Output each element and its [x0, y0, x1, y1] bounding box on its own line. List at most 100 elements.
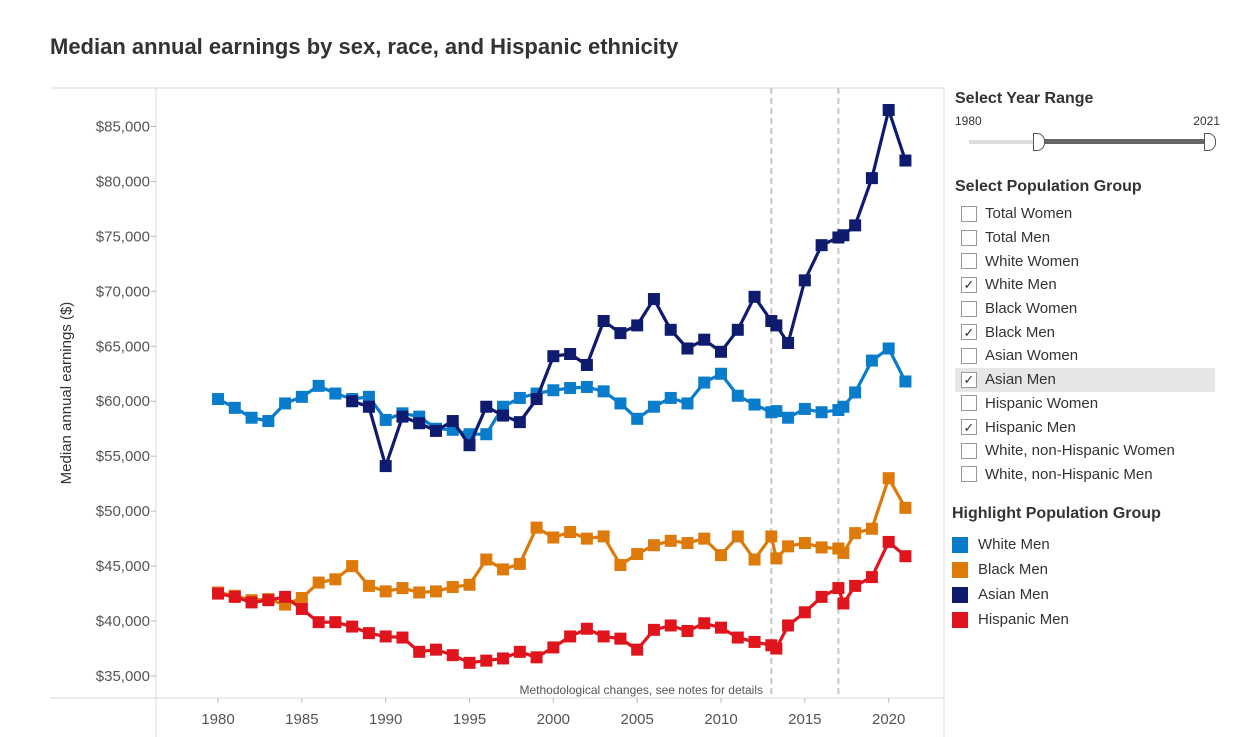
y-tick-label: $50,000 [96, 503, 150, 520]
highlight-option[interactable]: Black Men [952, 557, 1212, 582]
data-point [379, 460, 392, 473]
data-point [748, 635, 761, 648]
check-icon: ✓ [963, 419, 975, 435]
population-option-label: White Women [985, 252, 1079, 270]
checkbox[interactable]: ✓ [961, 419, 977, 436]
checkbox[interactable] [961, 229, 977, 246]
population-option-label: Asian Men [985, 371, 1056, 389]
highlight-option[interactable]: White Men [952, 532, 1212, 557]
data-point [782, 540, 795, 553]
data-point [312, 576, 325, 589]
axes-layer: $35,000 $40,000 $45,000 $50,000 $55,000 $60,0… [50, 87, 945, 737]
year-range-heading: Select Year Range [955, 90, 1094, 107]
population-option[interactable]: Asian Women [955, 344, 1215, 368]
checkbox[interactable] [961, 466, 977, 483]
data-point [899, 550, 912, 563]
data-point [681, 624, 694, 637]
data-point [580, 380, 593, 393]
population-option[interactable]: Total Women [955, 202, 1215, 226]
data-point [362, 579, 375, 592]
population-option[interactable]: White, non-Hispanic Men [955, 463, 1215, 487]
checkbox[interactable]: ✓ [961, 276, 977, 293]
data-point [547, 350, 560, 363]
data-point [770, 642, 783, 655]
data-point [379, 413, 392, 426]
data-point [295, 390, 308, 403]
legend-swatch [952, 561, 968, 578]
legend-swatch [952, 586, 968, 603]
population-checkbox-list: Total Women Total Men White Women ✓ White Me… [955, 202, 1215, 486]
x-tick-label: 2020 [872, 711, 905, 728]
data-point [530, 393, 543, 406]
population-option[interactable]: ✓ Black Men [955, 320, 1215, 344]
data-point [295, 602, 308, 615]
population-option[interactable]: ✓ Hispanic Men [955, 415, 1215, 439]
data-point [882, 103, 895, 116]
y-tick-label: $45,000 [96, 558, 150, 575]
x-tick-label: 2000 [537, 711, 570, 728]
data-point [513, 416, 526, 429]
data-point [396, 410, 409, 423]
checkbox[interactable] [961, 253, 977, 270]
data-point [770, 405, 783, 418]
y-tick-label: $60,000 [96, 393, 150, 410]
population-option[interactable]: White Women [955, 249, 1215, 273]
data-point [446, 415, 459, 428]
series-hispanic-men [212, 535, 912, 669]
data-point [212, 393, 225, 406]
checkbox[interactable]: ✓ [961, 324, 977, 341]
slider-start-handle[interactable] [1033, 133, 1045, 151]
data-point [899, 154, 912, 167]
population-option[interactable]: ✓ Asian Men [955, 367, 1215, 392]
data-point [899, 375, 912, 388]
checkbox[interactable] [961, 300, 977, 317]
highlight-option[interactable]: Asian Men [952, 582, 1212, 607]
year-range-slider[interactable] [955, 132, 1220, 152]
data-point [413, 586, 426, 599]
checkbox[interactable] [961, 395, 977, 412]
data-point [497, 409, 510, 422]
highlight-heading: Highlight Population Group [952, 505, 1161, 522]
x-tick-label: 2005 [620, 711, 653, 728]
population-option[interactable]: White, non-Hispanic Women [955, 439, 1215, 463]
population-option[interactable]: Hispanic Women [955, 392, 1215, 416]
data-point [480, 553, 493, 566]
data-point [379, 585, 392, 598]
population-option[interactable]: Black Women [955, 297, 1215, 321]
slider-end-handle[interactable] [1204, 133, 1216, 151]
data-point [698, 376, 711, 389]
population-option[interactable]: ✓ White Men [955, 273, 1215, 297]
data-point [882, 342, 895, 355]
data-point [782, 619, 795, 632]
data-point [882, 472, 895, 485]
data-point [346, 395, 359, 408]
series-layer [212, 103, 912, 669]
data-point [446, 649, 459, 662]
data-point [715, 621, 728, 634]
population-option[interactable]: Total Men [955, 226, 1215, 250]
data-point [262, 594, 275, 607]
y-tick-label: $40,000 [96, 613, 150, 630]
highlight-option[interactable]: Hispanic Men [952, 607, 1212, 632]
data-point [329, 616, 342, 629]
data-point [837, 400, 850, 413]
population-option-label: Hispanic Men [985, 418, 1076, 436]
checkbox[interactable] [961, 347, 977, 364]
population-heading: Select Population Group [955, 178, 1142, 195]
x-tick-label: 1990 [369, 711, 402, 728]
x-tick-label: 2015 [788, 711, 821, 728]
checkbox[interactable] [961, 205, 977, 222]
data-point [715, 549, 728, 562]
data-point [463, 656, 476, 669]
data-point [530, 651, 543, 664]
data-point [362, 390, 375, 403]
checkbox[interactable]: ✓ [961, 371, 977, 388]
checkbox[interactable] [961, 442, 977, 459]
data-point [731, 323, 744, 336]
x-tick-label: 1985 [285, 711, 318, 728]
data-point [798, 606, 811, 619]
data-point [597, 385, 610, 398]
data-point [899, 501, 912, 514]
check-icon: ✓ [963, 277, 975, 293]
